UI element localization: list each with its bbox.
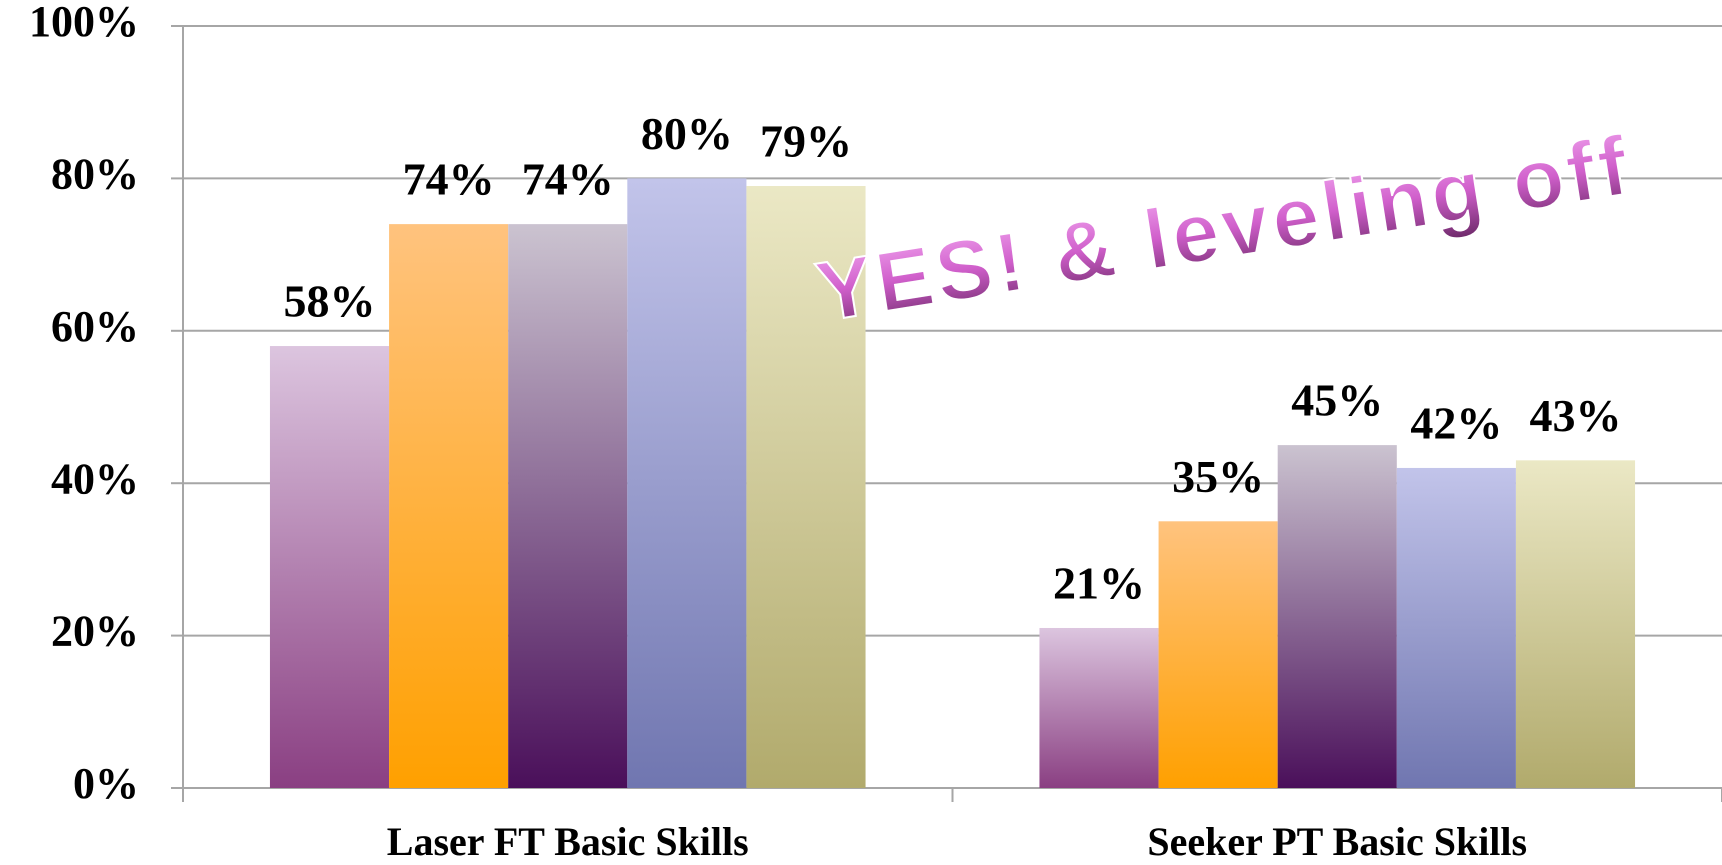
bar bbox=[1039, 627, 1159, 788]
data-label: 21% bbox=[1053, 558, 1145, 609]
annotation: YES! & leveling off bbox=[810, 117, 1637, 339]
bar bbox=[1396, 467, 1516, 788]
bar bbox=[1158, 521, 1278, 788]
data-label: 80% bbox=[641, 108, 733, 159]
data-label: 45% bbox=[1291, 375, 1383, 426]
data-label: 43% bbox=[1529, 390, 1621, 441]
x-tick-label: Seeker PT Basic Skills bbox=[1147, 819, 1527, 864]
bar bbox=[508, 224, 628, 788]
y-tick-label: 20% bbox=[51, 607, 139, 656]
data-label: 42% bbox=[1410, 398, 1502, 449]
data-label: 74% bbox=[403, 154, 495, 205]
bar bbox=[389, 224, 509, 788]
y-tick-label: 40% bbox=[51, 454, 139, 503]
bar bbox=[627, 178, 747, 788]
y-tick-label: 80% bbox=[51, 149, 139, 198]
data-label: 58% bbox=[284, 276, 376, 327]
x-tick-label: Laser FT Basic Skills bbox=[387, 819, 749, 864]
data-label: 79% bbox=[760, 116, 852, 167]
y-tick-label: 100% bbox=[29, 0, 139, 46]
data-label: 74% bbox=[522, 154, 614, 205]
bar bbox=[1515, 460, 1636, 788]
data-label: 35% bbox=[1172, 451, 1264, 502]
bar bbox=[1277, 445, 1397, 788]
bar bbox=[269, 346, 390, 788]
y-tick-label: 60% bbox=[51, 302, 139, 351]
y-tick-label: 0% bbox=[73, 759, 139, 808]
bar bbox=[746, 186, 866, 788]
